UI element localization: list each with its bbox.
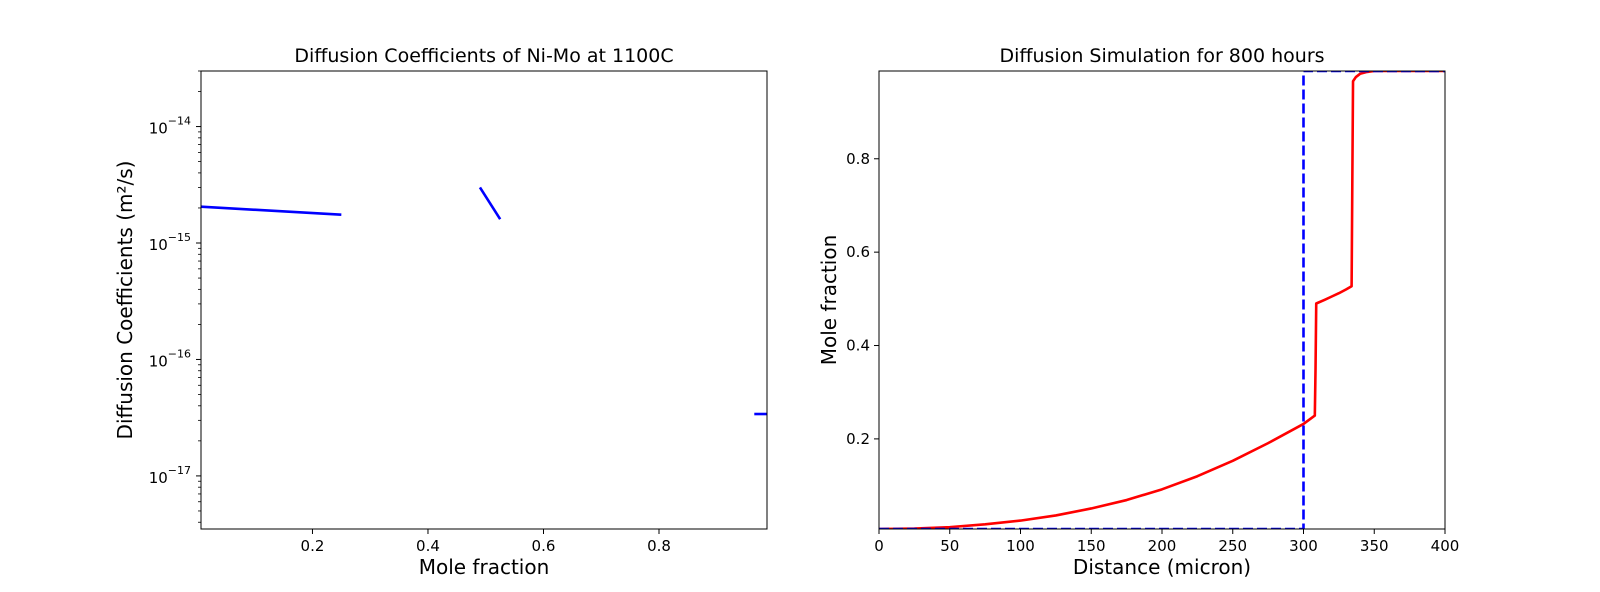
series-line-1	[879, 71, 1445, 529]
y-tick-label: 10−15	[149, 231, 191, 254]
diffusion-coefficients-chart: Diffusion Coefficients of Ni-Mo at 1100C…	[113, 45, 768, 579]
series-group	[201, 186, 767, 416]
y-tick-label: 0.4	[846, 337, 870, 355]
series-line-1	[478, 186, 502, 220]
x-tick-label: 250	[1218, 537, 1247, 555]
y-axis-label: Diffusion Coefficients (m²/s)	[113, 161, 137, 440]
y-tick-label: 10−14	[149, 115, 191, 138]
x-tick-label: 0.8	[647, 537, 671, 555]
x-tick-label: 0.2	[301, 537, 325, 555]
series-line-0	[201, 205, 342, 217]
x-tick-label: 150	[1077, 537, 1106, 555]
x-tick-label: 50	[940, 537, 959, 555]
y-tick-label: 10−17	[149, 464, 191, 487]
axes-frame	[878, 70, 1446, 530]
y-tick-label: 0.6	[846, 243, 870, 261]
y-tick-label: 10−16	[149, 347, 191, 370]
x-axis-label: Mole fraction	[419, 555, 550, 579]
chart-title: Diffusion Coefficients of Ni-Mo at 1100C	[294, 45, 673, 67]
x-tick-label: 0.6	[532, 537, 556, 555]
y-tick-label: 0.8	[846, 150, 870, 168]
y-axis-label: Mole fraction	[817, 235, 841, 366]
diffusion-simulation-chart: Diffusion Simulation for 800 hours 0 50 10…	[817, 45, 1459, 579]
x-axis-label: Distance (micron)	[1073, 555, 1251, 579]
x-tick-label: 0.4	[416, 537, 440, 555]
plot-area: 0.2 0.4 0.6 0.8 10−14 10−15 10−16 10−17	[149, 70, 768, 555]
x-tick-label: 100	[1006, 537, 1035, 555]
x-tick-label: 200	[1148, 537, 1177, 555]
chart-title: Diffusion Simulation for 800 hours	[999, 45, 1324, 67]
axes-frame	[200, 70, 768, 530]
plot-area: 0 50 100 150 200 250 300 350 400 0.2 0.4 0.6 0.8	[846, 70, 1460, 555]
x-tick-label: 300	[1289, 537, 1318, 555]
x-tick-label: 350	[1360, 537, 1389, 555]
x-tick-label: 0	[874, 537, 884, 555]
x-tick-label: 400	[1431, 537, 1460, 555]
series-line-0	[879, 71, 1445, 529]
y-tick-label: 0.2	[846, 430, 870, 448]
series-group	[879, 71, 1445, 529]
